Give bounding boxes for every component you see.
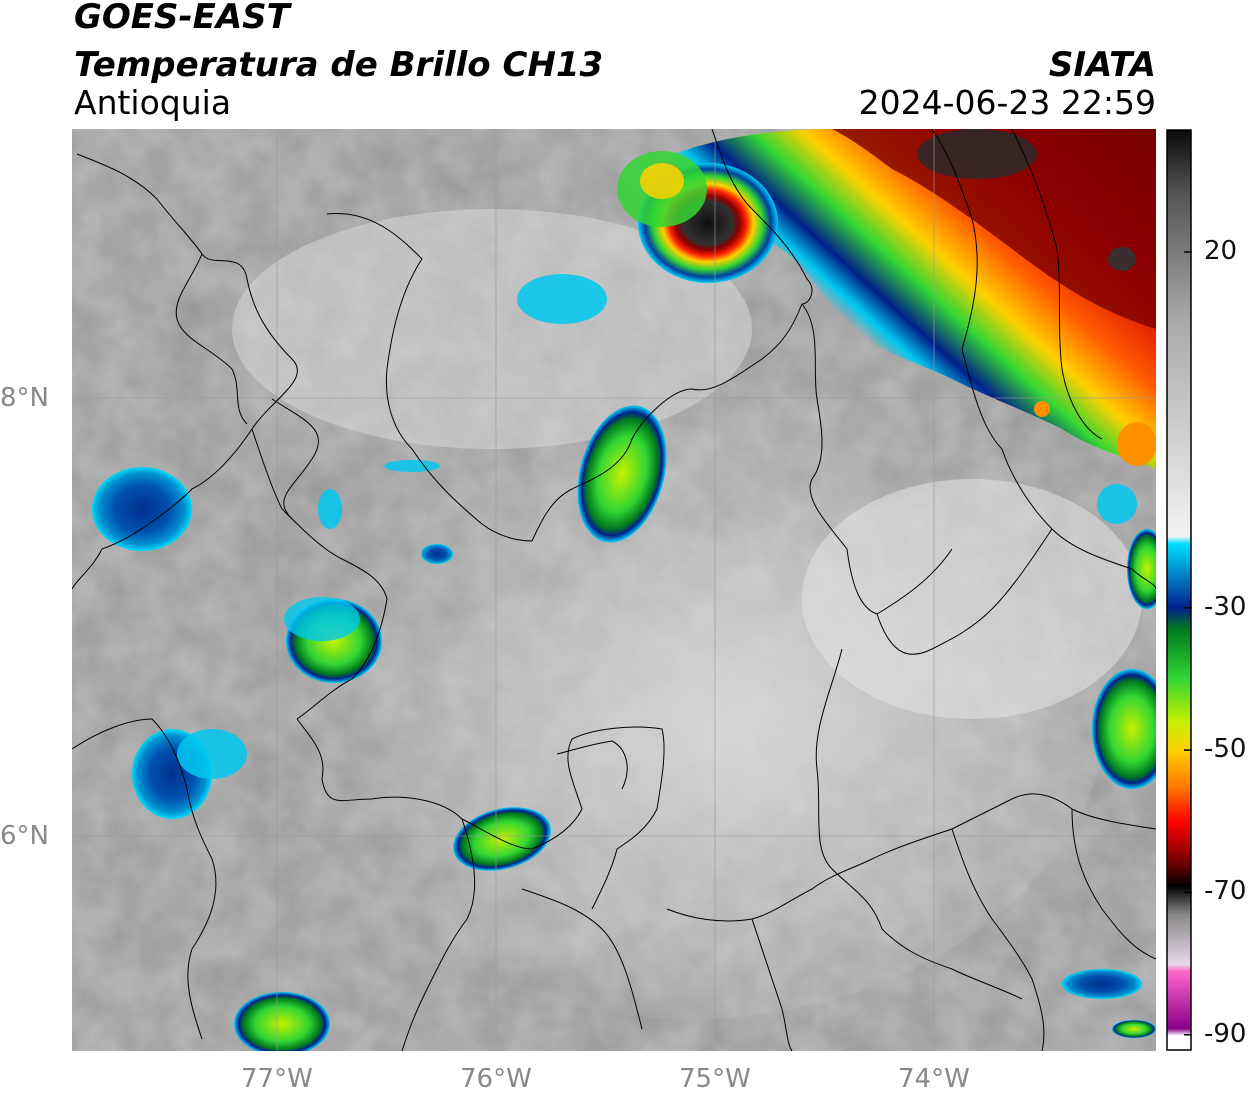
product-title: Temperatura de Brillo CH13 (74, 45, 604, 85)
lon-label-76W: 76°W (460, 1064, 532, 1094)
brightness-temperature-field (72, 129, 1156, 1051)
convective-cell-east (1092, 669, 1156, 789)
colorbar-tick-label: -50 (1204, 734, 1247, 765)
lon-label-77W: 77°W (241, 1064, 313, 1094)
colorbar-tick-label: -90 (1204, 1018, 1247, 1049)
colorbar-gradient (1166, 129, 1192, 1051)
satellite-map[interactable] (72, 129, 1156, 1051)
lon-label-74W: 74°W (898, 1064, 970, 1094)
datetime-label: 2024-06-23 22:59 (858, 83, 1156, 122)
region-label: Antioquia (74, 83, 232, 122)
temperature-colorbar (1166, 129, 1192, 1051)
org-label: SIATA (1048, 45, 1156, 85)
colorbar-tick-label: -30 (1204, 591, 1247, 622)
lat-label-8N: 8°N (0, 383, 49, 413)
political-boundaries (72, 129, 1156, 1051)
colorbar-tick-label: 20 (1204, 235, 1238, 266)
convective-cell-7.7N-75.4W (577, 405, 667, 543)
lon-label-75W: 75°W (679, 1064, 751, 1094)
convective-cell-west (92, 467, 192, 551)
colorbar-tick-label: -70 (1204, 876, 1247, 907)
convective-cell-6.0N-76.0W (453, 807, 551, 871)
satellite-title: GOES-EAST (74, 0, 290, 37)
lat-label-6N: 6°N (0, 821, 49, 851)
